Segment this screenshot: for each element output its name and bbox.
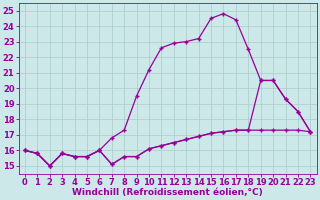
X-axis label: Windchill (Refroidissement éolien,°C): Windchill (Refroidissement éolien,°C) [72, 188, 263, 197]
